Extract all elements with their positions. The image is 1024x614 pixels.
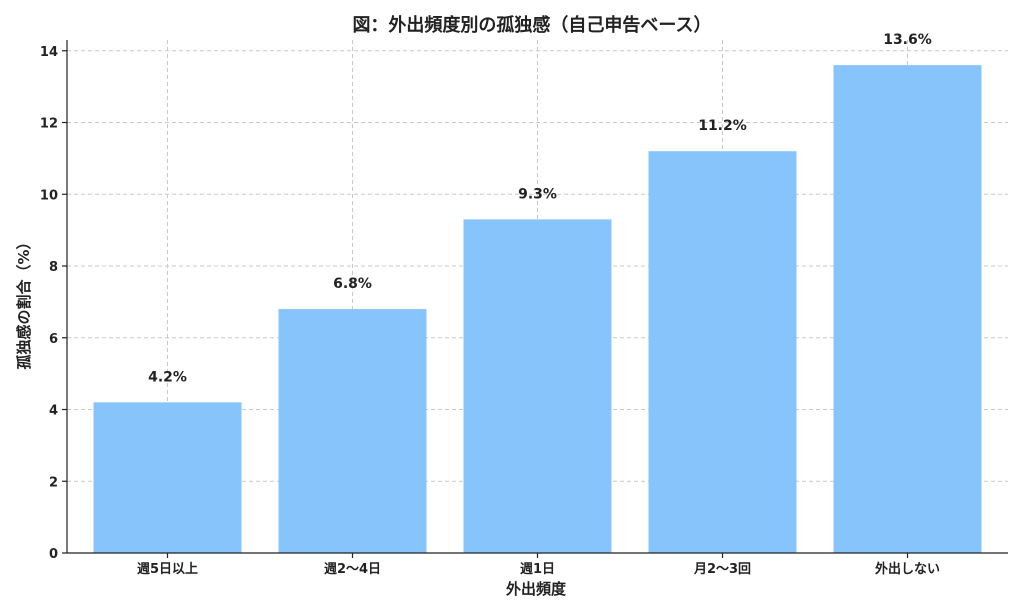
bar (93, 402, 242, 553)
x-tick-label: 外出しない (874, 561, 940, 577)
y-tick-label: 4 (49, 404, 58, 419)
bar (463, 219, 612, 553)
tick-labels: 0 2 4 6 8 10 12 14 週5日以上 週2〜4日 週1日 月2〜3回 外出しない (40, 45, 940, 577)
y-tick-label: 0 (49, 547, 58, 562)
bar-value-label: 6.8% (333, 276, 372, 292)
x-axis-label: 外出頻度 (505, 580, 567, 598)
y-tick-label: 8 (49, 260, 58, 275)
bar-value-label: 9.3% (518, 186, 557, 202)
axes (62, 40, 1008, 558)
y-tick-label: 10 (40, 188, 58, 203)
y-tick-label: 12 (40, 117, 58, 132)
y-axis-label: 孤独感の割合（%） (15, 234, 33, 369)
bars (93, 65, 982, 554)
data-labels: 4.2% 6.8% 9.3% 11.2% 13.6% (148, 32, 932, 385)
bar-value-label: 4.2% (148, 369, 187, 385)
x-tick-label: 週1日 (520, 562, 555, 577)
y-tick-label: 14 (40, 45, 58, 60)
x-tick-label: 週5日以上 (137, 562, 198, 577)
bar-value-label: 13.6% (883, 32, 932, 48)
bar-value-label: 11.2% (698, 118, 747, 134)
y-tick-label: 6 (49, 332, 58, 347)
x-tick-label: 月2〜3回 (693, 562, 751, 577)
bar (833, 65, 982, 554)
x-tick-label: 週2〜4日 (324, 562, 381, 577)
bar (278, 309, 427, 553)
y-tick-label: 2 (49, 475, 58, 490)
chart-title: 図：外出頻度別の孤独感（自己申告ベース） (352, 14, 711, 36)
bar (648, 151, 797, 554)
